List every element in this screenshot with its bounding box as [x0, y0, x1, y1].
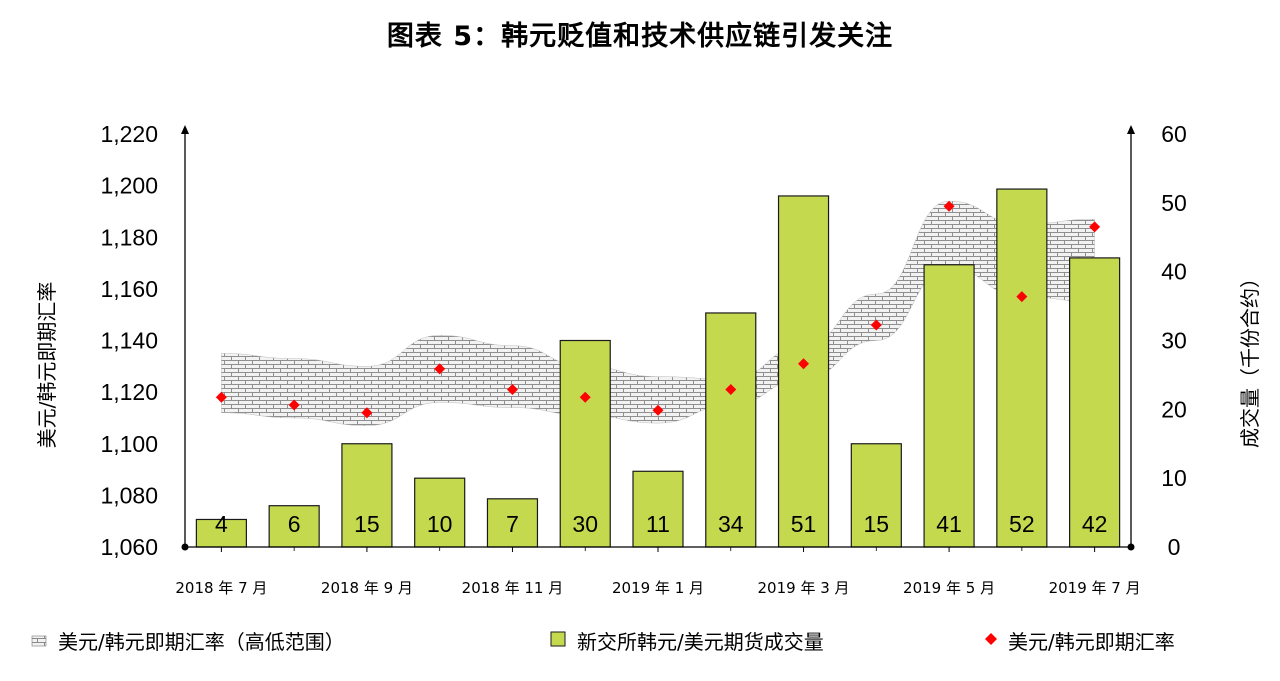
x-tick-label: 2019 年 1 月 — [612, 579, 704, 597]
left-tick-label: 1,200 — [100, 173, 158, 199]
spot-layer — [215, 200, 1101, 419]
spot-marker — [434, 363, 446, 375]
volume-bar — [341, 443, 393, 548]
legend-label-range: 美元/韩元即期汇率（高低范围） — [58, 630, 345, 654]
volume-bar — [850, 443, 902, 548]
left-tick-label: 1,100 — [100, 431, 158, 457]
volume-bar — [777, 195, 830, 548]
spot-marker — [725, 384, 737, 396]
spot-marker — [288, 399, 300, 411]
bar-value-label: 42 — [1082, 511, 1108, 537]
left-axis-title: 美元/韩元即期汇率 — [35, 282, 59, 449]
left-tick-label: 1,140 — [100, 328, 158, 354]
legend-label-spot: 美元/韩元即期汇率 — [1008, 630, 1175, 654]
volume-bar — [996, 188, 1048, 548]
volume-bar — [923, 264, 975, 548]
left-tick-label: 1,080 — [100, 482, 158, 508]
right-tick-label: 20 — [1161, 396, 1187, 422]
left-axis-arrow-icon — [181, 125, 189, 134]
diamond-marker-icon — [982, 629, 1000, 653]
legend: 美元/韩元即期汇率（高低范围） 新交所韩元/美元期货成交量 美元/韩元即期汇率 — [0, 626, 1280, 660]
legend-item-spot: 美元/韩元即期汇率 — [982, 626, 1175, 655]
left-tick-label: 1,120 — [100, 379, 158, 405]
right-tick-label: 10 — [1161, 465, 1187, 491]
right-tick-label: 40 — [1161, 259, 1187, 285]
spot-marker — [798, 358, 810, 370]
right-tick-label: 0 — [1168, 534, 1181, 560]
left-tick-label: 1,180 — [100, 224, 158, 250]
bar-value-label: 15 — [354, 511, 380, 537]
left-tick-label: 1,220 — [100, 121, 158, 147]
right-tick-label: 30 — [1161, 328, 1187, 354]
x-tick-label: 2018 年 11 月 — [462, 579, 564, 597]
right-tick-label: 60 — [1161, 121, 1187, 147]
spot-marker — [506, 384, 518, 396]
volume-bar — [1069, 257, 1121, 548]
volume-bar — [632, 470, 684, 548]
x-axis-end-dot — [1127, 543, 1135, 551]
bar-value-label: 34 — [718, 511, 744, 537]
x-axis-origin-dot — [181, 543, 189, 551]
volume-bar — [268, 505, 320, 548]
right-tick-label: 50 — [1161, 190, 1187, 216]
bar-value-label: 4 — [215, 511, 228, 537]
chart-title: 图表 5：韩元贬值和技术供应链引发关注 — [386, 21, 894, 52]
x-tick-label: 2018 年 9 月 — [321, 579, 413, 597]
bar-value-label: 51 — [791, 511, 817, 537]
x-tick-label: 2019 年 3 月 — [758, 579, 850, 597]
bar-value-label: 6 — [288, 511, 301, 537]
axis-layer: 1,060 1,080 1,100 1,120 1,140 1,160 1,180 1,200… — [35, 121, 1262, 597]
spot-marker — [361, 407, 373, 419]
volume-bar — [705, 312, 757, 548]
bar-swatch-icon — [549, 629, 569, 653]
legend-item-range: 美元/韩元即期汇率（高低范围） — [30, 626, 345, 655]
spot-marker — [652, 404, 664, 416]
spot-marker — [1016, 291, 1028, 303]
volume-bar — [486, 498, 539, 548]
spot-marker — [215, 391, 227, 403]
spot-marker — [870, 319, 882, 331]
right-axis-title: 成交量（千份合约） — [1238, 268, 1262, 448]
bar-value-label: 15 — [864, 511, 890, 537]
x-tick-label: 2018 年 7 月 — [175, 579, 267, 597]
x-tick-label: 2019 年 7 月 — [1049, 579, 1141, 597]
x-tick-label: 2019 年 5 月 — [903, 579, 995, 597]
bar-value-label: 10 — [427, 511, 453, 537]
spot-marker — [1089, 221, 1101, 233]
bar-value-label: 41 — [936, 511, 962, 537]
bar-value-label: 52 — [1009, 511, 1035, 537]
bar-value-label: 30 — [572, 511, 598, 537]
volume-bar — [414, 477, 466, 548]
legend-label-volume: 新交所韩元/美元期货成交量 — [577, 630, 824, 654]
right-axis-arrow-icon — [1127, 125, 1135, 134]
legend-item-volume: 新交所韩元/美元期货成交量 — [549, 626, 824, 655]
bar-value-label: 7 — [506, 511, 519, 537]
bar-value-label: 11 — [646, 511, 670, 537]
left-tick-label: 1,060 — [100, 534, 158, 560]
spot-marker — [579, 391, 591, 403]
range-swatch-icon — [30, 629, 50, 653]
bar-layer: 4 6 15 10 7 30 11 34 51 15 41 52 42 — [195, 188, 1121, 548]
spot-marker — [943, 200, 955, 212]
left-tick-label: 1,160 — [100, 276, 158, 302]
volume-bar — [559, 339, 611, 548]
